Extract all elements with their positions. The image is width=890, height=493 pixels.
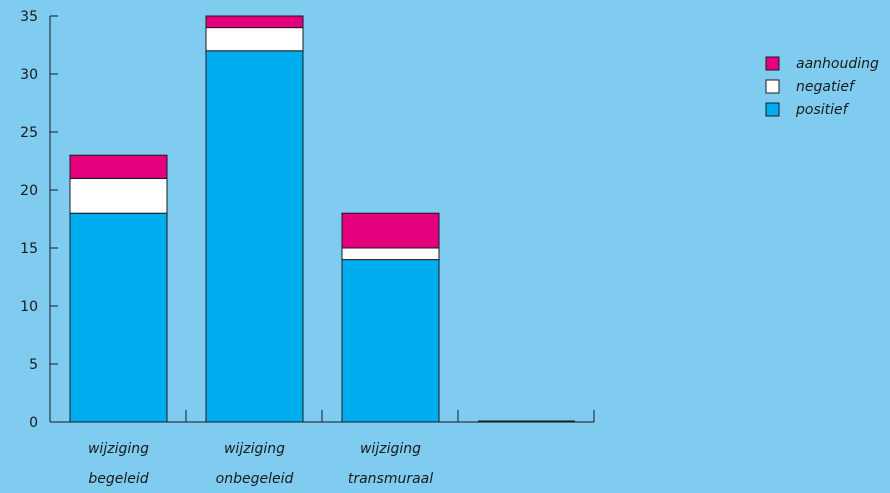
y-tick-label: 35	[20, 9, 38, 25]
chart-bars	[69, 15, 575, 423]
x-category-label: begeleid	[88, 471, 148, 487]
legend-label-aanhouding: aanhouding	[796, 56, 879, 72]
bar-segment-aanhouding	[205, 15, 304, 29]
y-tick-labels: 0 5 10 15 20 25 30 35	[20, 9, 38, 431]
bar-segment-aanhouding	[69, 154, 168, 179]
y-tick-label: 0	[29, 415, 38, 431]
x-category-label: onbegeleid	[216, 471, 294, 487]
bar-segment-positief	[341, 259, 440, 423]
legend-label-positief: positief	[795, 102, 850, 118]
y-tick-label: 10	[20, 299, 38, 315]
x-category-labels: wijziging begeleid wijziging onbegeleid wijz…	[88, 441, 433, 487]
bar-segment-negatief	[205, 27, 304, 52]
x-category-label: transmuraal	[348, 471, 433, 487]
bar-segment-positief	[69, 212, 168, 423]
y-tick-label: 5	[29, 357, 38, 373]
x-category-label: wijziging	[360, 441, 421, 457]
y-tick-label: 15	[20, 241, 38, 257]
legend-swatch-positief	[765, 102, 780, 117]
bar-segment-aanhouding	[341, 212, 440, 249]
chart-legend: aanhouding negatief positief	[765, 56, 879, 118]
x-category-label: wijziging	[224, 441, 285, 457]
y-tick-label: 20	[20, 183, 38, 199]
legend-label-negatief: negatief	[796, 79, 856, 95]
legend-swatch-aanhouding	[765, 56, 780, 71]
bar-segment-negatief	[341, 247, 440, 261]
legend-swatch-negatief	[765, 79, 780, 94]
bar-segment-positief	[205, 50, 304, 423]
x-category-label: wijziging	[88, 441, 149, 457]
bar-segment-negatief	[69, 177, 168, 214]
y-tick-label: 30	[20, 67, 38, 83]
y-tick-label: 25	[20, 125, 38, 141]
